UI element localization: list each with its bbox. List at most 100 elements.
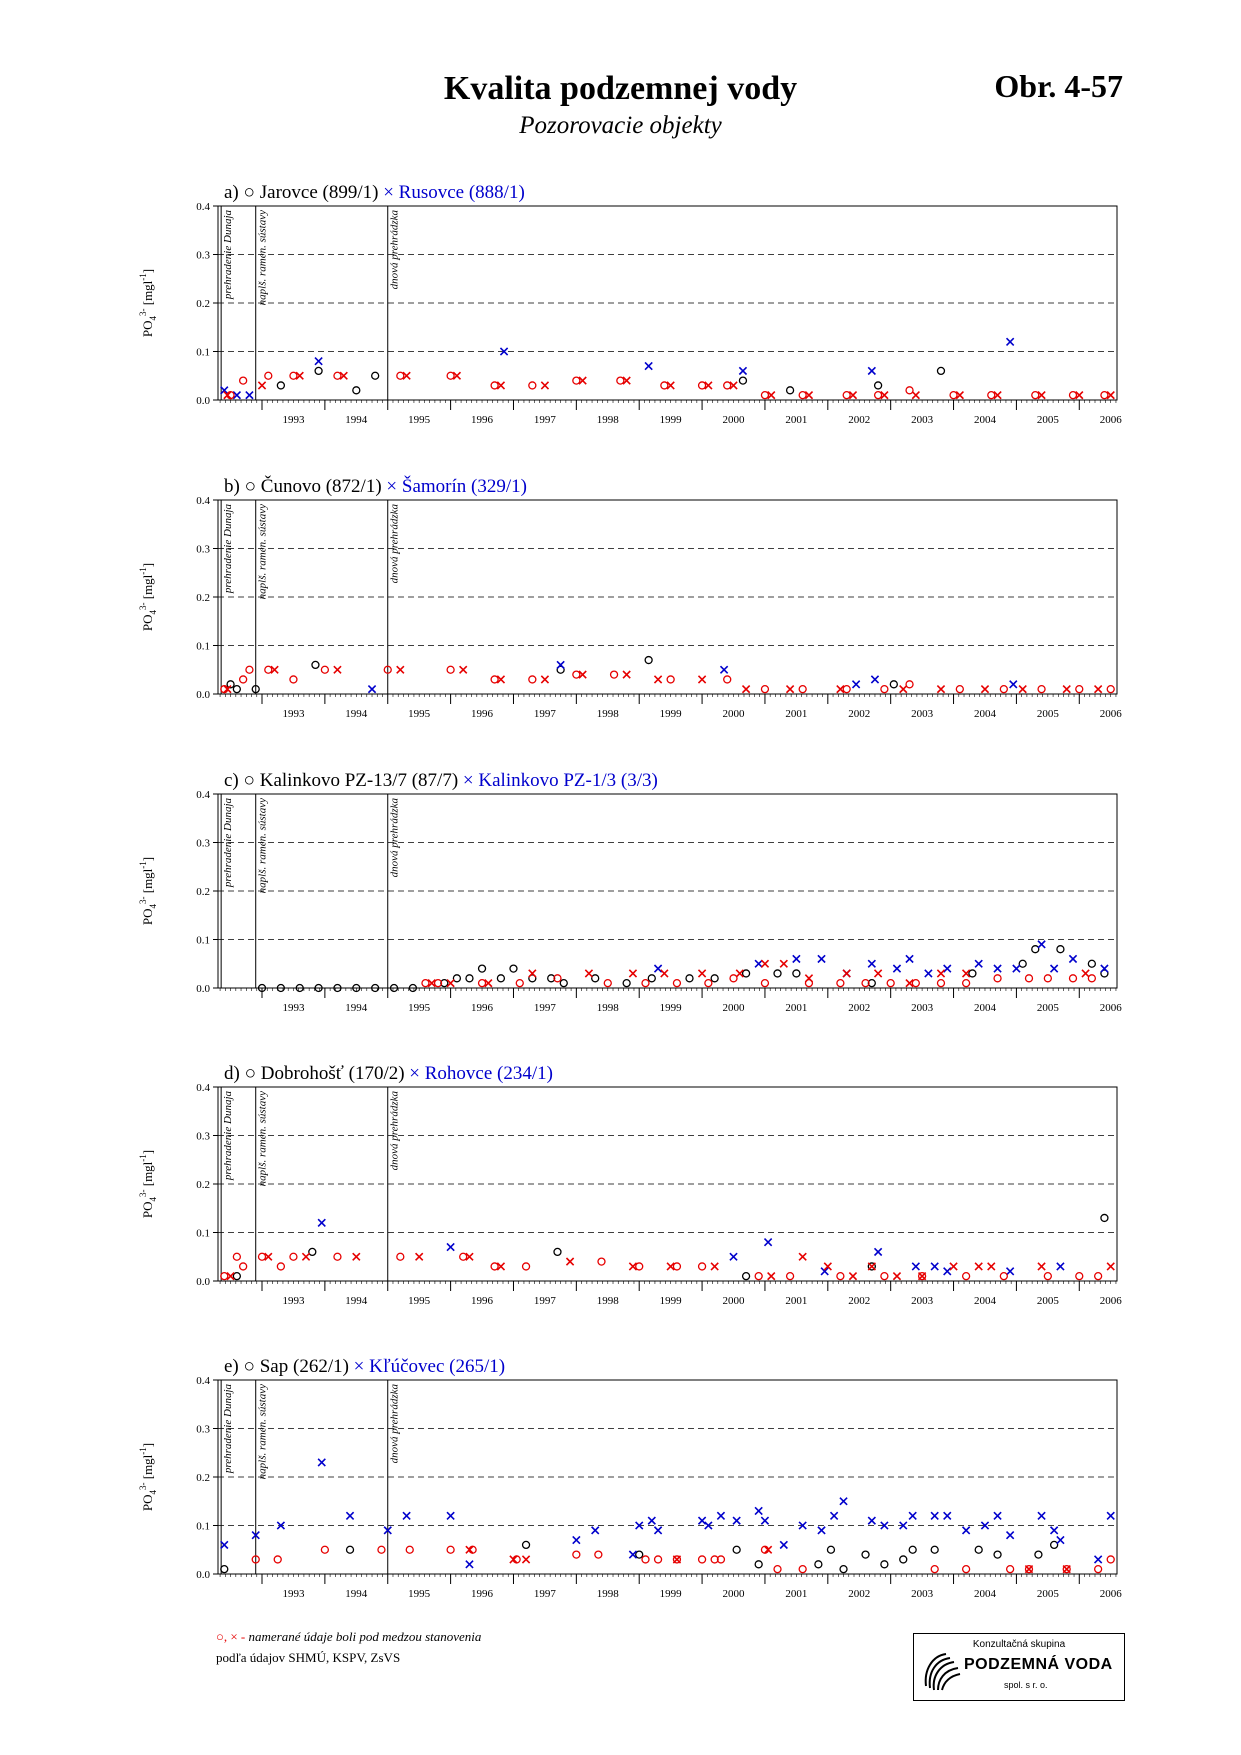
data-point-cross (993, 964, 1002, 973)
series-3 (220, 665, 1115, 694)
series-3 (220, 1252, 1103, 1281)
data-point-circle (666, 675, 675, 684)
data-point-circle (836, 979, 845, 988)
data-point-cross (767, 1271, 776, 1281)
y-axis-label-part: 4 (148, 610, 158, 615)
data-point-cross (817, 1526, 826, 1535)
data-point-circle (842, 685, 851, 694)
data-point-circle (785, 1272, 795, 1281)
data-point-circle (276, 1262, 286, 1271)
x-tick-label: 1993 (282, 1002, 305, 1014)
data-point-circle (861, 1550, 870, 1559)
data-point-cross (591, 1526, 600, 1535)
x-tick-label: 2006 (1100, 1295, 1123, 1307)
data-point-cross (1056, 1262, 1065, 1271)
y-tick-label: 0.1 (196, 1521, 210, 1533)
y-axis-label-part: -1 (138, 273, 148, 281)
data-point-cross (540, 675, 550, 684)
data-point-cross (873, 969, 883, 978)
data-point-circle (220, 1565, 229, 1574)
y-axis-label-part: PO (140, 909, 155, 926)
y-axis-label-part: 4 (148, 1197, 158, 1202)
y-axis-label-part: -1 (138, 1447, 148, 1455)
data-point-circle (273, 1555, 282, 1564)
series-4 (226, 1252, 1115, 1281)
page-title: Kvalita podzemnej vody (443, 70, 798, 107)
data-point-cross (804, 974, 814, 983)
data-point-cross (936, 684, 946, 694)
data-point-cross (257, 381, 267, 390)
event-label: naplš. ramen. sústavy (257, 1091, 269, 1186)
x-tick-label: 1995 (408, 1588, 431, 1600)
data-point-cross (892, 964, 902, 973)
data-point-cross (578, 376, 587, 385)
data-point-circle (490, 381, 499, 390)
event-label: dnová prehrádzka (389, 1091, 401, 1171)
y-axis-label-part: 4 (148, 1490, 158, 1495)
data-point-circle (572, 376, 581, 385)
data-point-circle (594, 1550, 603, 1559)
data-point-cross (276, 1521, 286, 1530)
y-tick-label: 0.3 (196, 838, 210, 850)
data-point-circle (556, 665, 565, 674)
data-point-cross (1106, 390, 1115, 400)
data-point-circle (842, 390, 851, 400)
data-point-cross (911, 390, 920, 400)
data-point-cross (924, 969, 933, 978)
data-point-cross (1075, 390, 1084, 400)
data-point-circle (245, 665, 254, 674)
data-point-cross (270, 665, 279, 674)
series-1 (226, 655, 898, 694)
data-point-cross (697, 675, 707, 684)
data-point-circle (295, 983, 304, 993)
chart-panel-5: e) ○ Sap (262/1) × Kľúčovec (265/1) 0.0 0.… (138, 1356, 1122, 1600)
page-subtitle: Pozorovacie objekty (519, 112, 722, 139)
chart-panel-3: c) ○ Kalinkovo PZ-13/7 (87/7) × Kalinkov… (138, 770, 1122, 1014)
data-point-circle (440, 979, 449, 988)
data-point-cross (565, 1257, 575, 1266)
series-4 (223, 665, 1103, 694)
y-tick-label: 0.1 (196, 935, 210, 947)
data-point-circle (1106, 1555, 1115, 1564)
x-tick-label: 2001 (785, 708, 807, 720)
series-2 (317, 1218, 1065, 1276)
y-axis-label-part: 3- (138, 309, 148, 317)
data-point-cross (367, 684, 377, 694)
data-point-cross (710, 1262, 719, 1271)
y-axis-label-part: -1 (138, 1154, 148, 1162)
x-tick-label: 1993 (282, 1588, 305, 1600)
data-point-circle (1087, 974, 1097, 983)
data-point-circle (446, 665, 455, 674)
y-axis-label: PO43- [mgl-1] (138, 1443, 158, 1511)
x-tick-label: 2000 (723, 1588, 746, 1600)
y-axis-label-part: -1 (138, 861, 148, 869)
data-point-circle (1100, 1213, 1109, 1223)
data-point-circle (704, 979, 713, 988)
data-point-cross (295, 371, 304, 380)
panel-title-series2: × Šamorín (329/1) (386, 475, 527, 497)
x-tick-label: 1999 (660, 1588, 683, 1600)
series-2 (653, 940, 1109, 978)
y-axis-label-part: ] (140, 563, 155, 567)
data-point-circle (961, 1272, 971, 1281)
logo-mark-icon (924, 1653, 961, 1691)
x-tick-label: 1994 (345, 1295, 368, 1307)
data-point-cross (1081, 969, 1090, 978)
data-point-cross (870, 675, 880, 684)
footnote-marks: ○, × - (216, 1629, 246, 1644)
data-point-cross (1106, 1262, 1115, 1271)
data-point-circle (396, 371, 405, 380)
y-axis-label-part: 4 (148, 316, 158, 321)
data-point-circle (1018, 959, 1027, 968)
data-point-circle (465, 974, 474, 983)
data-point-circle (905, 386, 914, 395)
data-point-circle (383, 665, 392, 674)
data-point-circle (968, 969, 977, 978)
data-point-circle (459, 1252, 468, 1261)
y-tick-label: 0.4 (196, 1082, 210, 1094)
data-point-cross (899, 1521, 908, 1530)
data-point-cross (540, 381, 550, 390)
data-point-cross (848, 390, 858, 400)
x-tick-label: 1994 (345, 1002, 368, 1014)
data-point-cross (465, 1560, 474, 1569)
